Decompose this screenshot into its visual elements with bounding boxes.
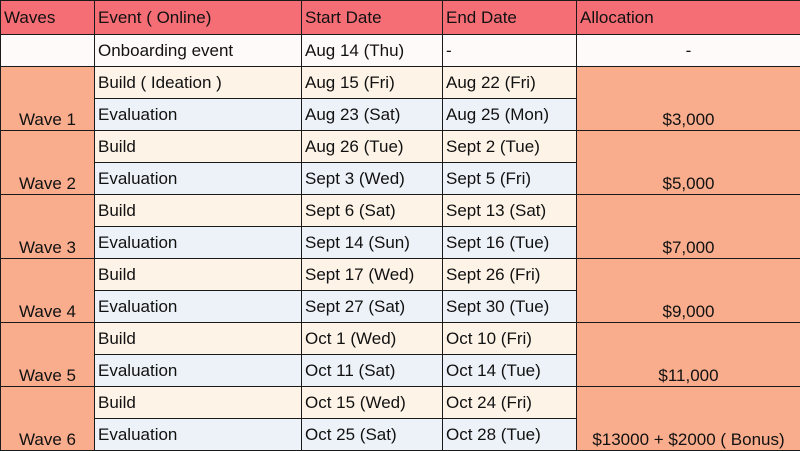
- wave-6-eval-end: Oct 28 (Tue): [442, 418, 577, 451]
- wave-3-label: Wave 3: [0, 194, 95, 259]
- wave-5-eval-row: Evaluation Oct 11 (Sat) Oct 14 (Tue): [1, 354, 800, 387]
- wave-4-eval-row: Evaluation Sept 27 (Sat) Sept 30 (Tue): [1, 290, 800, 323]
- wave-1-build-start: Aug 15 (Fri): [301, 66, 443, 99]
- header-end-date: End Date: [442, 0, 577, 35]
- header-allocation: Allocation: [576, 0, 800, 35]
- wave-6-build-event: Build: [94, 386, 302, 419]
- wave-2-eval-event: Evaluation: [94, 162, 302, 195]
- wave-1-label: Wave 1: [0, 66, 95, 131]
- onboarding-wave-cell: [0, 34, 95, 67]
- wave-3-eval-end: Sept 16 (Tue): [442, 226, 577, 259]
- wave-4-allocation: $9,000: [576, 258, 800, 323]
- wave-5-build-row: Wave 5 Build Oct 1 (Wed) Oct 10 (Fri) $1…: [0, 322, 800, 387]
- wave-3-build-row: Wave 3 Build Sept 6 (Sat) Sept 13 (Sat) …: [0, 194, 800, 259]
- wave-6-build-start: Oct 15 (Wed): [301, 386, 443, 419]
- wave-4-build-row: Wave 4 Build Sept 17 (Wed) Sept 26 (Fri)…: [0, 258, 800, 323]
- wave-6-eval-event: Evaluation: [94, 418, 302, 451]
- wave-6-build-end: Oct 24 (Fri): [442, 386, 577, 419]
- wave-4-eval-end: Sept 30 (Tue): [442, 290, 577, 323]
- wave-2-allocation: $5,000: [576, 130, 800, 195]
- wave-2-label: Wave 2: [0, 130, 95, 195]
- wave-2-build-start: Aug 26 (Tue): [301, 130, 443, 163]
- wave-1-build-event: Build ( Ideation ): [94, 66, 302, 99]
- header-start-date: Start Date: [301, 0, 443, 35]
- wave-3-build-end: Sept 13 (Sat): [442, 194, 577, 227]
- onboarding-event: Onboarding event: [94, 34, 302, 67]
- wave-5-eval-start: Oct 11 (Sat): [301, 354, 443, 387]
- wave-1-eval-end: Aug 25 (Mon): [442, 98, 577, 131]
- wave-5-build-start: Oct 1 (Wed): [301, 322, 443, 355]
- wave-6-label: Wave 6: [0, 386, 95, 451]
- wave-3-eval-event: Evaluation: [94, 226, 302, 259]
- wave-3-build-start: Sept 6 (Sat): [301, 194, 443, 227]
- header-row: Waves Event ( Online) Start Date End Dat…: [0, 0, 800, 35]
- wave-5-label: Wave 5: [0, 322, 95, 387]
- onboarding-start: Aug 14 (Thu): [301, 34, 443, 67]
- wave-3-eval-row: Evaluation Sept 14 (Sun) Sept 16 (Tue): [1, 226, 800, 259]
- wave-2-eval-row: Evaluation Sept 3 (Wed) Sept 5 (Fri): [1, 162, 800, 195]
- onboarding-allocation: -: [576, 34, 800, 67]
- wave-5-eval-end: Oct 14 (Tue): [442, 354, 577, 387]
- wave-4-label: Wave 4: [0, 258, 95, 323]
- wave-6-eval-row: Evaluation Oct 25 (Sat) Oct 28 (Tue): [1, 418, 800, 451]
- wave-1-eval-start: Aug 23 (Sat): [301, 98, 443, 131]
- wave-4-eval-start: Sept 27 (Sat): [301, 290, 443, 323]
- wave-1-build-end: Aug 22 (Fri): [442, 66, 577, 99]
- header-waves: Waves: [0, 0, 95, 35]
- wave-3-eval-start: Sept 14 (Sun): [301, 226, 443, 259]
- wave-5-build-event: Build: [94, 322, 302, 355]
- onboarding-end: -: [442, 34, 577, 67]
- wave-2-eval-end: Sept 5 (Fri): [442, 162, 577, 195]
- wave-6-allocation: $13000 + $2000 ( Bonus): [576, 386, 800, 451]
- wave-3-allocation: $7,000: [576, 194, 800, 259]
- wave-5-build-end: Oct 10 (Fri): [442, 322, 577, 355]
- wave-4-build-start: Sept 17 (Wed): [301, 258, 443, 291]
- wave-2-eval-start: Sept 3 (Wed): [301, 162, 443, 195]
- wave-6-eval-start: Oct 25 (Sat): [301, 418, 443, 451]
- wave-4-eval-event: Evaluation: [94, 290, 302, 323]
- wave-4-build-event: Build: [94, 258, 302, 291]
- wave-5-allocation: $11,000: [576, 322, 800, 387]
- wave-5-eval-event: Evaluation: [94, 354, 302, 387]
- wave-1-allocation: $3,000: [576, 66, 800, 131]
- wave-3-build-event: Build: [94, 194, 302, 227]
- wave-6-build-row: Wave 6 Build Oct 15 (Wed) Oct 24 (Fri) $…: [0, 386, 800, 451]
- wave-1-build-row: Wave 1 Build ( Ideation ) Aug 15 (Fri) A…: [0, 66, 800, 131]
- onboarding-row: Onboarding event Aug 14 (Thu) - -: [0, 34, 800, 67]
- wave-1-eval-row: Evaluation Aug 23 (Sat) Aug 25 (Mon): [1, 98, 800, 131]
- header-event: Event ( Online): [94, 0, 302, 35]
- wave-1-eval-event: Evaluation: [94, 98, 302, 131]
- wave-2-build-event: Build: [94, 130, 302, 163]
- wave-4-build-end: Sept 26 (Fri): [442, 258, 577, 291]
- wave-2-build-end: Sept 2 (Tue): [442, 130, 577, 163]
- wave-2-build-row: Wave 2 Build Aug 26 (Tue) Sept 2 (Tue) $…: [0, 130, 800, 195]
